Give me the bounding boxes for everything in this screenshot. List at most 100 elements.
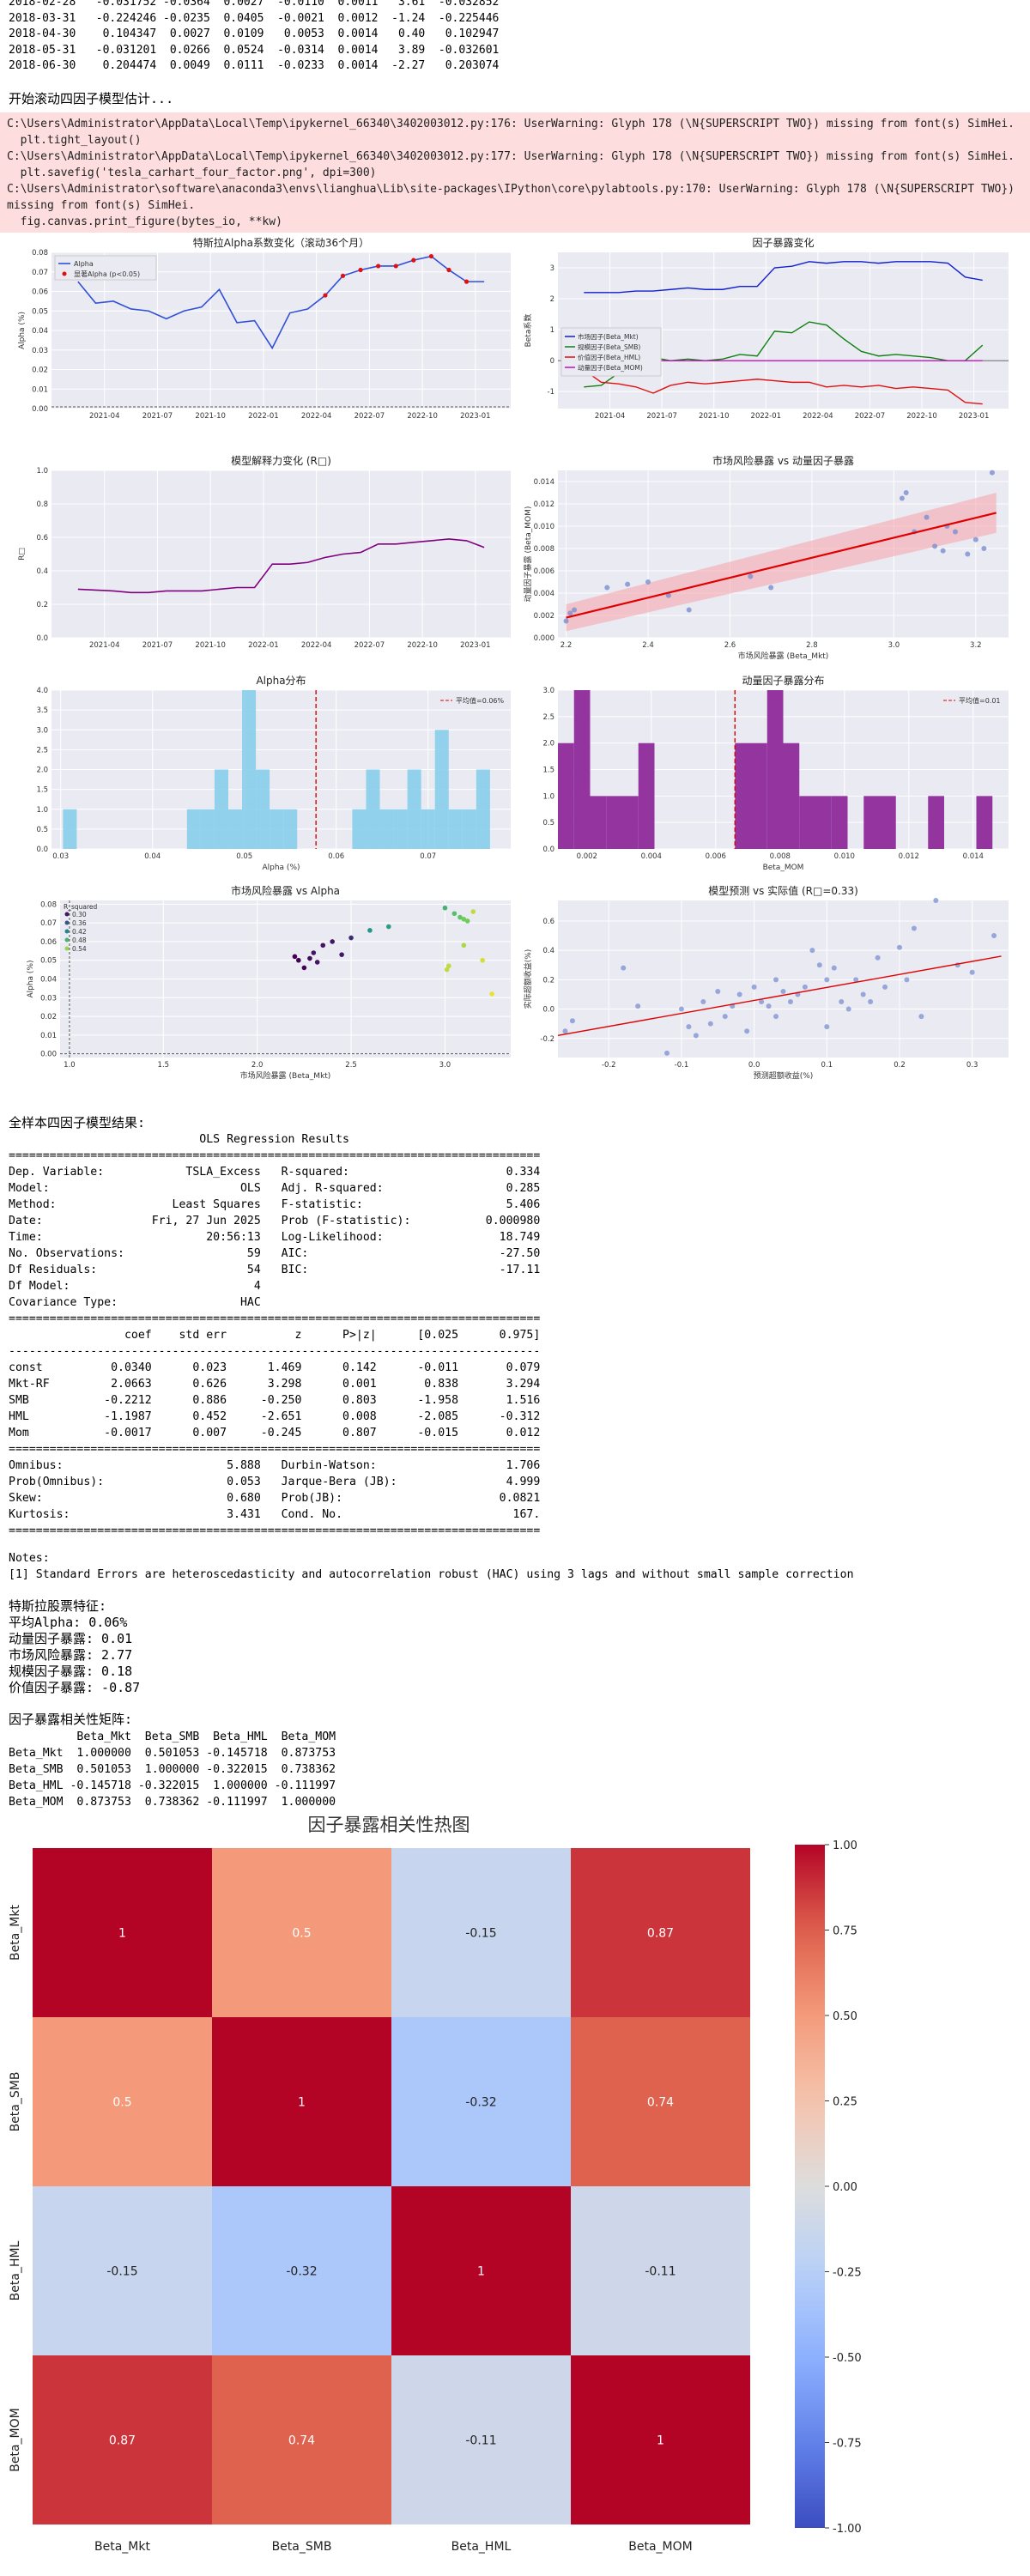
heatmap-cell — [571, 2355, 750, 2524]
hist-bar — [421, 809, 435, 849]
y-tick-label: 0.4 — [542, 947, 554, 955]
scatter-point — [933, 898, 939, 903]
scatter-point — [924, 514, 930, 520]
heatmap-x-label: Beta_Mkt — [94, 2540, 150, 2554]
hist-bar — [880, 796, 896, 849]
fullsample-title-text: 全样本四因子模型结果: — [9, 1115, 146, 1130]
heatmap-cell — [33, 2355, 212, 2524]
x-tick-label: 2022-07 — [354, 641, 385, 650]
y-tick-label: 0.03 — [32, 347, 48, 355]
y-tick-label: 0.01 — [32, 385, 48, 394]
y-tick-label: 3 — [550, 264, 554, 273]
warning-block: C:\Users\Administrator\AppData\Local\Tem… — [0, 112, 1030, 233]
subplot-1: 因子暴露变化 -1 0 1 2 3 2021-04 2021-07 2021-10 2022-01… — [523, 236, 1009, 421]
x-tick-label: 0.014 — [963, 852, 984, 861]
colorbar — [795, 1845, 825, 2528]
scatter-point — [932, 543, 938, 549]
scatter-point — [748, 573, 754, 579]
scatter-point — [991, 933, 997, 939]
hist-bar — [448, 809, 463, 849]
fullsample-title: 全样本四因子模型结果: — [9, 1115, 145, 1131]
scatter-point — [773, 1014, 779, 1020]
y-tick-label: 2.0 — [36, 767, 48, 775]
scatter-point — [311, 950, 317, 955]
scatter-point — [860, 991, 866, 997]
x-tick-label: 2023-01 — [959, 412, 990, 421]
rolling-message-text: 开始滚动四因子模型估计... — [9, 91, 174, 106]
x-tick-label: 2021-04 — [595, 412, 626, 421]
dataframe-output: 2018-02-28 -0.031752 -0.0364 0.0027 -0.0… — [9, 0, 499, 75]
scatter-point — [461, 943, 467, 949]
scatter-point — [744, 1028, 750, 1034]
heatmap-annotation: 0.5 — [292, 1927, 311, 1941]
scatter-point — [621, 965, 627, 971]
heatmap-cell — [212, 2186, 391, 2355]
feature-item: 平均Alpha: 0.06% — [9, 1615, 128, 1630]
heatmap-cell — [391, 2186, 571, 2355]
y-tick-label: 0.010 — [534, 523, 554, 531]
x-tick-label: 0.3 — [966, 1061, 978, 1070]
heatmap-x-label: Beta_SMB — [272, 2540, 332, 2554]
scatter-point — [645, 579, 651, 585]
y-tick-label: 0.04 — [40, 976, 57, 985]
y-tick-label: 0.07 — [40, 919, 57, 928]
y-tick-label: 0.002 — [534, 612, 554, 621]
x-tick-label: 2021-10 — [195, 412, 226, 421]
heatmap-cell — [33, 2186, 212, 2355]
y-tick-label: 0.06 — [32, 288, 48, 297]
features-list: 平均Alpha: 0.06% 动量因子暴露: 0.01 市场风险暴露: 2.77 规模… — [9, 1615, 140, 1696]
heatmap-annotation: -0.32 — [286, 2265, 317, 2279]
legend-marker — [64, 920, 70, 925]
y-tick-label: 3.0 — [542, 687, 554, 695]
y-tick-label: 0.004 — [534, 590, 554, 598]
subplot-7: 模型预测 vs 实际值 (R□=0.33) -0.2 0.0 0.2 0.4 0.6 -0.… — [523, 884, 1009, 1081]
y-tick-label: 0.014 — [534, 478, 554, 487]
heatmap-cell — [33, 2017, 212, 2186]
y-tick-label: 0.08 — [32, 249, 48, 258]
colorbar-tick-label: 0.25 — [833, 2096, 857, 2109]
x-tick-label: 2022-07 — [354, 412, 385, 421]
legend-label: Alpha — [74, 260, 94, 268]
hist-bar — [256, 769, 270, 849]
scatter-point — [446, 963, 451, 969]
x-tick-label: 2.6 — [724, 641, 736, 650]
x-tick-label: 3.0 — [888, 641, 900, 650]
x-tick-label: -0.1 — [675, 1061, 689, 1070]
colorbar-tick-label: -1.00 — [833, 2523, 862, 2536]
scatter-point — [386, 924, 391, 930]
y-tick-label: 1.0 — [36, 467, 48, 476]
y-tick-label: 0.2 — [542, 976, 554, 985]
rolling-message: 开始滚动四因子模型估计... — [9, 91, 173, 107]
y-tick-label: 1.0 — [542, 792, 554, 801]
scatter-point — [457, 914, 463, 920]
scatter-point — [918, 1014, 924, 1020]
scatter-point — [489, 991, 494, 997]
carhart-figure: 特斯拉Alpha系数变化（滚动36个月）0.000.010.020.030.04… — [18, 236, 1009, 1081]
scatter-point — [635, 1003, 641, 1009]
heatmap-annotation: 0.74 — [288, 2434, 315, 2448]
hist-bar — [407, 769, 421, 849]
subplot-title: 市场风险暴露 vs Alpha — [231, 884, 340, 897]
hist-bar — [283, 809, 298, 849]
subplot-5: 动量因子暴露分布 0.0 0.5 1.0 1.5 2.0 2.5 3.0 0.002 0.004 0… — [542, 675, 1009, 872]
scatter-point — [824, 1024, 830, 1030]
dataframe-rows: 2018-02-28 -0.031752 -0.0364 0.0027 -0.0… — [9, 0, 500, 72]
legend-label: 0.36 — [72, 919, 87, 927]
heatmap-cell — [391, 2355, 571, 2524]
legend-label: 价值因子(Beta_HML) — [578, 353, 640, 361]
heatmap-y-label: Beta_MOM — [9, 2408, 22, 2471]
colorbar-tick-label: 0.75 — [833, 1925, 857, 1938]
x-tick-label: 0.06 — [328, 852, 344, 861]
x-axis-label: 市场风险暴露 (Beta_Mkt) — [738, 651, 829, 661]
regression-line — [566, 512, 997, 619]
scatter-point — [903, 490, 909, 495]
x-tick-label: 0.04 — [144, 852, 161, 861]
scatter-point — [470, 909, 476, 914]
x-tick-label: 2022-04 — [301, 641, 332, 650]
subplot-title: 模型预测 vs 实际值 (R□=0.33) — [708, 884, 858, 897]
y-tick-label: 0 — [550, 357, 554, 366]
heatmap-annotation: 1 — [657, 2434, 664, 2448]
feature-item: 价值因子暴露: -0.87 — [9, 1680, 141, 1695]
scatter-point — [563, 618, 569, 624]
x-tick-label: 0.0 — [748, 1061, 760, 1070]
